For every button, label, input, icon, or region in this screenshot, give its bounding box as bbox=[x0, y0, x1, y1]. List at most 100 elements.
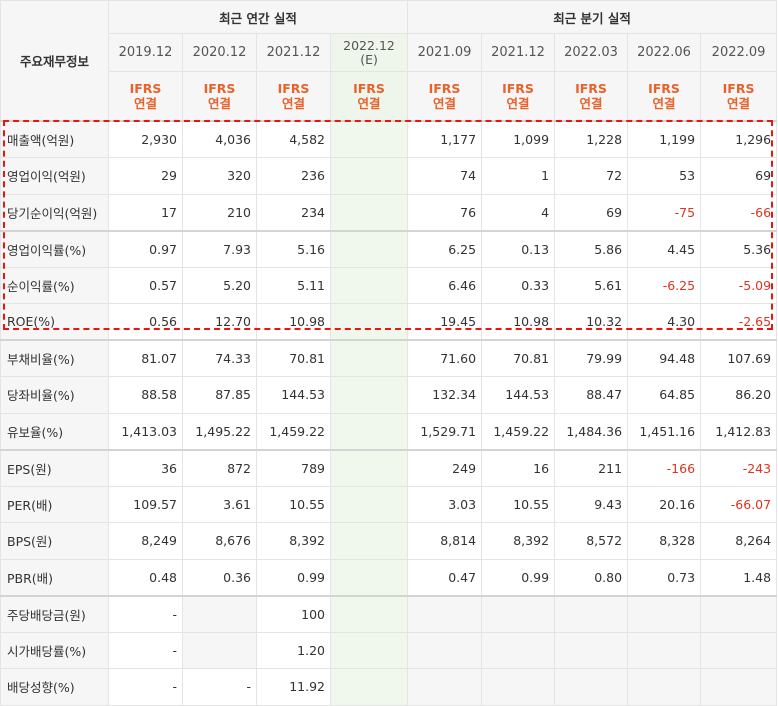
ifrs-label: IFRS bbox=[648, 81, 680, 96]
value-cell: 94.48 bbox=[627, 339, 702, 377]
consolidated-label: 연결 bbox=[579, 96, 603, 111]
value-cell: 144.53 bbox=[256, 376, 331, 414]
value-cell: 10.98 bbox=[481, 303, 556, 341]
table-row: BPS(원) 8,249 8,676 8,392 8,814 8,392 8,572 8,32… bbox=[0, 522, 778, 560]
value-cell: 0.99 bbox=[481, 558, 556, 596]
value-cell: 72 bbox=[554, 157, 629, 195]
ifrs-label: IFRS bbox=[428, 81, 461, 96]
value-cell: 4.45 bbox=[627, 229, 702, 268]
value-cell: 10.55 bbox=[481, 485, 556, 523]
value-cell: 0.99 bbox=[256, 558, 331, 596]
period-header: 2022.12 (E) bbox=[329, 33, 409, 72]
table-row: 영업이익률(%) 0.97 7.93 5.16 6.25 0.13 5.86 4.45 5.36 bbox=[0, 229, 778, 268]
value-cell: 0.97 bbox=[108, 229, 183, 268]
value-cell bbox=[554, 668, 629, 706]
value-cell: 0.47 bbox=[407, 558, 483, 596]
value-cell bbox=[329, 120, 409, 158]
value-cell bbox=[329, 668, 409, 706]
value-cell: 1 bbox=[481, 157, 556, 195]
value-cell bbox=[329, 448, 409, 487]
period-label: 2022.12 bbox=[343, 37, 395, 53]
value-cell: -66 bbox=[700, 193, 778, 231]
value-cell: 0.33 bbox=[481, 266, 556, 304]
period-header: 2022.09 bbox=[700, 33, 778, 72]
value-cell: - bbox=[108, 668, 183, 706]
quarterly-group-header: 최근 분기 실적 bbox=[407, 0, 778, 34]
period-header: 2021.12 bbox=[256, 33, 331, 72]
value-cell: -6.25 bbox=[627, 266, 702, 304]
table-row: PER(배) 109.57 3.61 10.55 3.03 10.55 9.43 20.16-… bbox=[0, 485, 778, 523]
value-cell: 320 bbox=[182, 157, 257, 195]
value-cell: 74 bbox=[407, 157, 483, 195]
period-header: 2021.09 bbox=[407, 33, 483, 72]
value-cell: 64.85 bbox=[627, 376, 702, 414]
period-header: 2019.12 bbox=[108, 33, 183, 72]
ifrs-label: IFRS bbox=[722, 81, 755, 96]
value-cell: 0.48 bbox=[108, 558, 183, 596]
row-label: 유보율(%) bbox=[0, 412, 109, 450]
consolidated-label: 연결 bbox=[727, 96, 751, 111]
basis-header: IFRS 연결 bbox=[554, 71, 629, 122]
value-cell: 87.85 bbox=[182, 376, 257, 414]
value-cell bbox=[329, 594, 409, 633]
value-cell: 4,582 bbox=[256, 120, 331, 158]
value-cell: 0.73 bbox=[627, 558, 702, 596]
value-cell: 249 bbox=[407, 448, 483, 487]
period-header: 2022.06 bbox=[627, 33, 702, 72]
value-cell bbox=[627, 594, 702, 633]
value-cell: 1,459.22 bbox=[256, 412, 331, 450]
row-label: ROE(%) bbox=[0, 303, 109, 341]
value-cell: 20.16 bbox=[627, 485, 702, 523]
value-cell: 76 bbox=[407, 193, 483, 231]
value-cell bbox=[329, 376, 409, 414]
value-cell: 1.20 bbox=[256, 631, 331, 669]
table-row: 당기순이익(억원) 17 210 234 76 4 69 -75 -66 bbox=[0, 193, 778, 231]
financial-rows: 매출액(억원) 2,930 4,036 4,582 1,177 1,099 1,228 1,1… bbox=[0, 120, 778, 706]
ifrs-label: IFRS bbox=[277, 81, 310, 96]
basis-header: IFRS 연결 bbox=[481, 71, 556, 122]
value-cell: 1,177 bbox=[407, 120, 483, 158]
period-header: 2021.12 bbox=[481, 33, 556, 72]
value-cell: 1,484.36 bbox=[554, 412, 629, 450]
basis-header: IFRS 연결 bbox=[108, 71, 183, 122]
consolidated-label: 연결 bbox=[652, 96, 676, 111]
table-row: ROE(%) 0.56 12.70 10.98 19.45 10.98 10.32 4.30-… bbox=[0, 303, 778, 341]
value-cell: 0.36 bbox=[182, 558, 257, 596]
value-cell: 70.81 bbox=[256, 339, 331, 377]
value-cell: 210 bbox=[182, 193, 257, 231]
value-cell bbox=[700, 668, 778, 706]
table-row: 시가배당률(%) - 1.20 bbox=[0, 631, 778, 669]
ifrs-label: IFRS bbox=[502, 81, 534, 96]
value-cell: 4,036 bbox=[182, 120, 257, 158]
value-cell: 8,392 bbox=[481, 522, 556, 560]
table-row: 당좌비율(%) 88.58 87.85 144.53 132.34 144.53 88.47… bbox=[0, 376, 778, 414]
value-cell bbox=[329, 157, 409, 195]
period-header: 2022.03 bbox=[554, 33, 629, 72]
row-label: EPS(원) bbox=[0, 448, 109, 487]
value-cell: 1.48 bbox=[700, 558, 778, 596]
value-cell: 5.36 bbox=[700, 229, 778, 268]
period-header: 2020.12 bbox=[182, 33, 257, 72]
value-cell bbox=[481, 594, 556, 633]
value-cell bbox=[554, 631, 629, 669]
estimate-mark: (E) bbox=[360, 51, 378, 67]
basis-header: IFRS 연결 bbox=[182, 71, 257, 122]
row-label: 당기순이익(억원) bbox=[0, 193, 109, 231]
ifrs-label: IFRS bbox=[353, 81, 385, 96]
value-cell: 107.69 bbox=[700, 339, 778, 377]
value-cell: -243 bbox=[700, 448, 778, 487]
value-cell: 8,572 bbox=[554, 522, 629, 560]
value-cell: 69 bbox=[700, 157, 778, 195]
consolidated-label: 연결 bbox=[133, 96, 157, 111]
value-cell: 1,296 bbox=[700, 120, 778, 158]
value-cell: 8,328 bbox=[627, 522, 702, 560]
value-cell: 86.20 bbox=[700, 376, 778, 414]
value-cell bbox=[182, 631, 257, 669]
value-cell: 1,413.03 bbox=[108, 412, 183, 450]
value-cell: 8,392 bbox=[256, 522, 331, 560]
value-cell: 79.99 bbox=[554, 339, 629, 377]
value-cell: 8,264 bbox=[700, 522, 778, 560]
value-cell bbox=[329, 266, 409, 304]
value-cell: 6.46 bbox=[407, 266, 483, 304]
value-cell: 8,814 bbox=[407, 522, 483, 560]
